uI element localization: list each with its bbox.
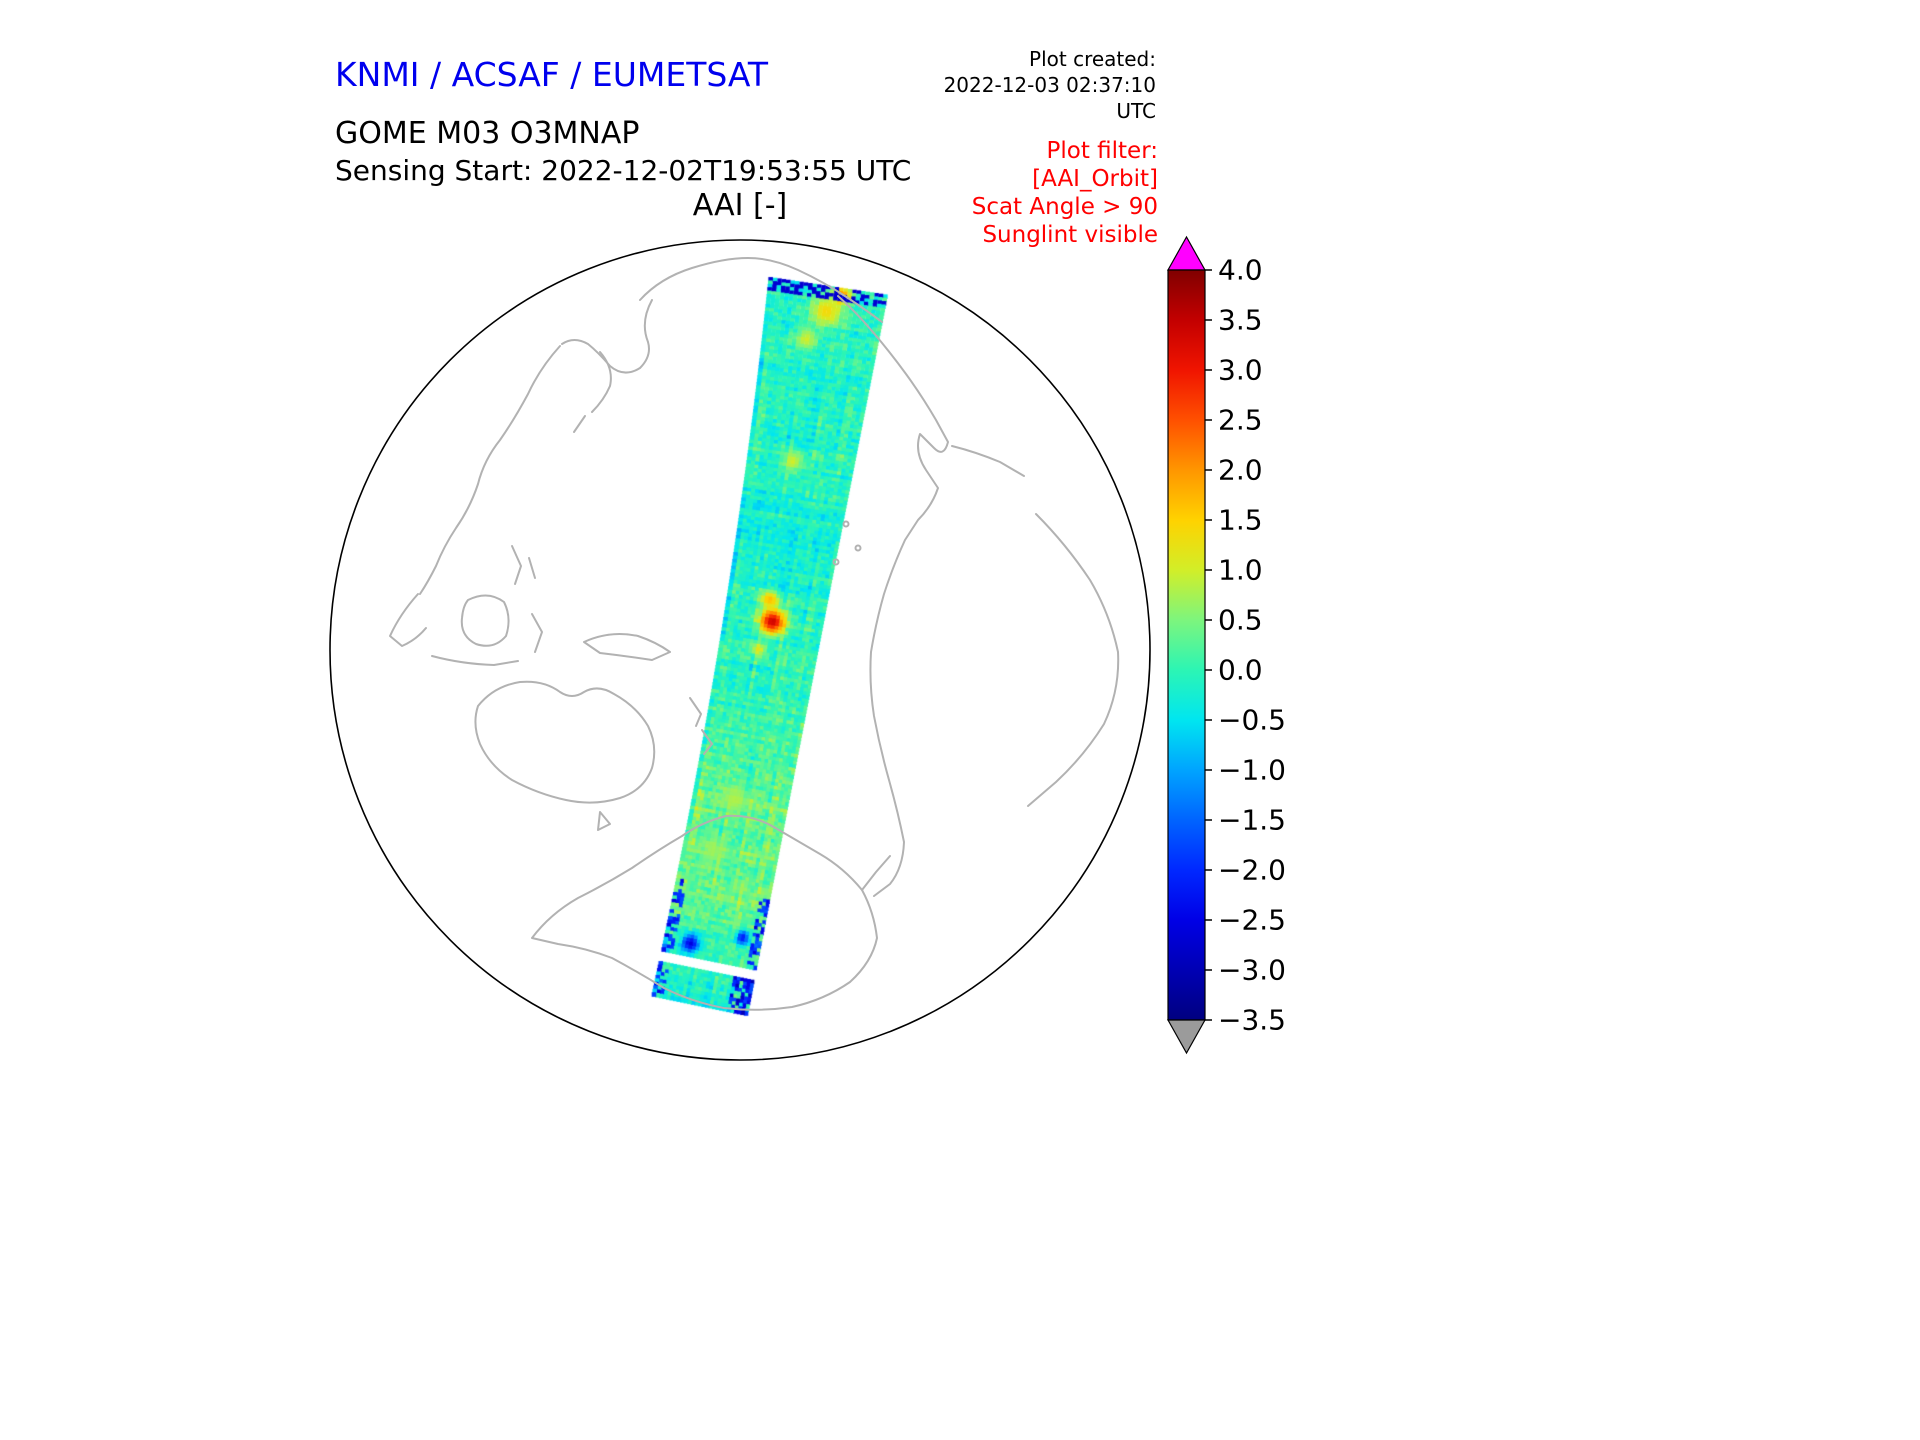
figure: KNMI / ACSAF / EUMETSAT Plot created: 20…: [0, 0, 1920, 1440]
aai-swath-heatmap: [0, 0, 1920, 1440]
